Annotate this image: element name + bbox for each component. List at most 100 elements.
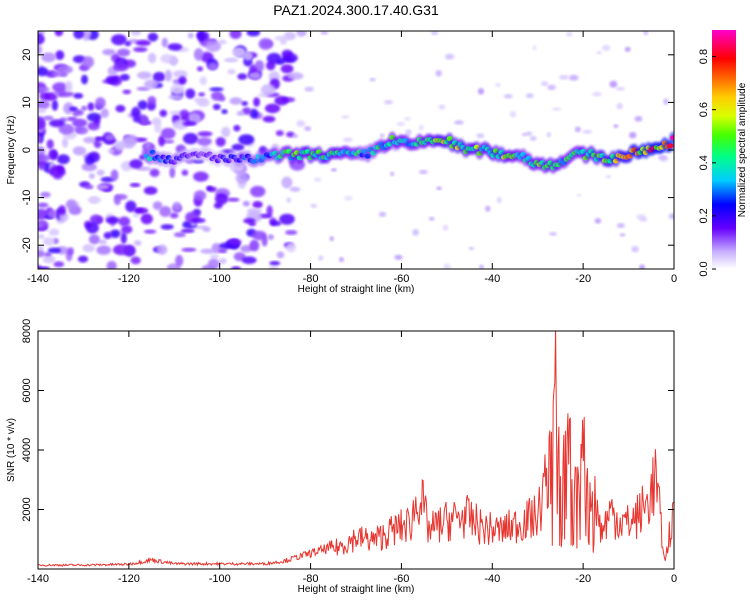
- noise-cell: [251, 230, 267, 241]
- noise-cell: [496, 196, 502, 204]
- x-tick-label: -40: [484, 573, 500, 585]
- noise-cell: [383, 100, 393, 105]
- noise-cell: [57, 91, 74, 98]
- noise-cell: [100, 176, 115, 183]
- noise-cell: [479, 264, 484, 269]
- noise-cell: [88, 234, 100, 245]
- noise-cell: [135, 39, 151, 47]
- noise-cell: [152, 201, 163, 210]
- noise-cell: [137, 100, 148, 110]
- noise-cell: [235, 172, 249, 184]
- colorbar-ticks: 0.0 0.2 0.4 0.6 0.8: [698, 49, 716, 277]
- noise-cell: [162, 139, 175, 144]
- noise-cell: [160, 127, 176, 140]
- noise-cell: [246, 31, 261, 37]
- noise-cell: [38, 45, 43, 55]
- noise-cell: [616, 223, 625, 228]
- noise-cell: [51, 99, 59, 111]
- noise-cell: [442, 224, 449, 231]
- noise-cell: [229, 31, 242, 39]
- noise-cell: [38, 266, 51, 269]
- noise-cell: [616, 102, 623, 110]
- noise-cell: [84, 155, 95, 165]
- noise-cell: [52, 82, 68, 93]
- noise-cell: [158, 135, 166, 147]
- chart-title: PAZ1.2024.300.17.40.G31: [273, 2, 439, 18]
- noise-cell: [105, 75, 119, 84]
- noise-cell: [71, 118, 88, 128]
- noise-cell: [445, 53, 455, 60]
- noise-cell: [525, 131, 533, 136]
- noise-cell: [110, 169, 119, 181]
- noise-cell: [105, 216, 120, 224]
- noise-cell: [121, 225, 133, 234]
- noise-cell: [485, 205, 491, 212]
- noise-cell: [132, 212, 140, 218]
- noise-cell: [73, 31, 85, 40]
- noise-cell: [331, 168, 337, 172]
- noise-cell: [285, 242, 296, 253]
- noise-cell: [605, 175, 612, 179]
- noise-cell: [477, 88, 485, 95]
- noise-cell: [93, 118, 101, 125]
- noise-cell: [215, 137, 226, 147]
- snr-series-line: [38, 331, 674, 567]
- noise-cell: [231, 143, 245, 151]
- noise-cell: [634, 116, 643, 122]
- noise-cell: [107, 149, 115, 154]
- noise-cell: [196, 66, 204, 72]
- noise-cell: [140, 114, 148, 126]
- noise-cell: [205, 40, 222, 52]
- x-tick-label: 0: [671, 573, 677, 585]
- noise-cell: [314, 177, 322, 182]
- noise-cell: [103, 232, 112, 239]
- noise-cell: [95, 136, 107, 141]
- x-tick-label: -120: [118, 573, 140, 585]
- noise-cell: [207, 258, 220, 269]
- noise-cell: [264, 103, 281, 114]
- noise-cell: [40, 191, 51, 198]
- noise-cell: [231, 266, 241, 269]
- noise-cell: [178, 76, 187, 85]
- noise-cell: [181, 247, 197, 252]
- noise-cell: [565, 32, 573, 37]
- x-tick-label: -100: [209, 573, 231, 585]
- noise-cell: [113, 62, 129, 72]
- noise-cell: [412, 229, 419, 236]
- noise-cell: [286, 131, 295, 138]
- noise-cell: [254, 60, 265, 72]
- noise-cell: [296, 120, 306, 127]
- noise-cell: [182, 121, 197, 126]
- noise-cell: [38, 33, 45, 45]
- noise-cell: [56, 246, 69, 255]
- noise-cell: [582, 129, 592, 134]
- noise-cell: [182, 132, 199, 145]
- noise-cell: [81, 162, 98, 172]
- y-tick-label: 4000: [21, 438, 33, 462]
- noise-cell: [237, 73, 248, 80]
- noise-cell: [111, 34, 127, 46]
- noise-cell: [194, 48, 204, 60]
- noise-cell: [47, 209, 57, 219]
- noise-cell: [144, 79, 159, 89]
- noise-cell: [144, 142, 152, 150]
- noise-cell: [476, 133, 485, 139]
- noise-cell: [66, 199, 77, 211]
- y-tick-label: 0: [21, 147, 33, 153]
- noise-cell: [143, 186, 158, 195]
- noise-cell: [114, 141, 126, 151]
- noise-cell: [559, 75, 569, 80]
- noise-cell: [169, 212, 179, 219]
- noise-cell: [289, 186, 301, 192]
- noise-cell: [167, 43, 183, 51]
- noise-cell: [197, 131, 213, 137]
- noise-cell: [274, 35, 290, 41]
- noise-cell: [170, 55, 177, 67]
- noise-cell: [51, 71, 66, 77]
- noise-cell: [160, 224, 174, 230]
- noise-cell: [175, 254, 184, 267]
- noise-cell: [390, 171, 395, 176]
- noise-cell: [113, 194, 121, 206]
- x-tick-label: -80: [303, 273, 319, 285]
